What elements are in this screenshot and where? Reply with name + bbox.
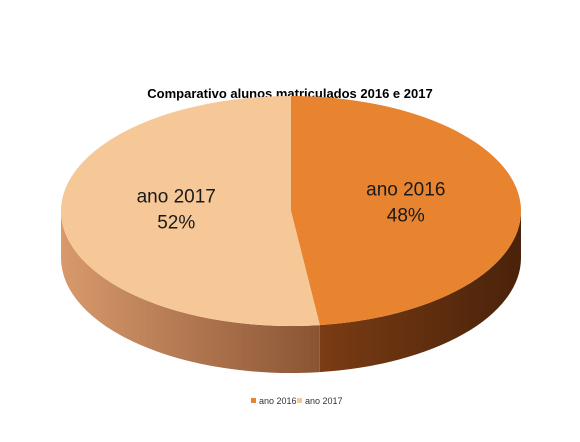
pie-slice-ano-2017 xyxy=(61,96,320,326)
pie-3d: ano 2016 48% ano 2017 52% xyxy=(61,96,522,373)
slice-label-ano-2017: ano 2017 xyxy=(137,187,216,208)
legend-swatch-ano-2016 xyxy=(251,398,256,403)
pie-slice-ano-2016 xyxy=(291,96,522,326)
slice-value-ano-2016: 48% xyxy=(387,205,425,226)
pie-side-ano-2017 xyxy=(61,211,320,373)
legend-label-ano-2017: ano 2017 xyxy=(305,396,343,406)
legend-item-ano-2016: ano 2016 xyxy=(251,396,297,406)
legend-swatch-ano-2017 xyxy=(297,398,302,403)
legend-label-ano-2016: ano 2016 xyxy=(259,396,297,406)
slice-value-ano-2017: 52% xyxy=(157,213,195,234)
chart-title: Comparativo alunos matriculados 2016 e 2… xyxy=(147,86,432,101)
legend: ano 2016 ano 2017 xyxy=(251,396,343,406)
legend-item-ano-2017: ano 2017 xyxy=(297,396,343,406)
slice-label-ano-2016: ano 2016 xyxy=(366,179,445,200)
pie-side-ano-2016 xyxy=(319,211,521,373)
